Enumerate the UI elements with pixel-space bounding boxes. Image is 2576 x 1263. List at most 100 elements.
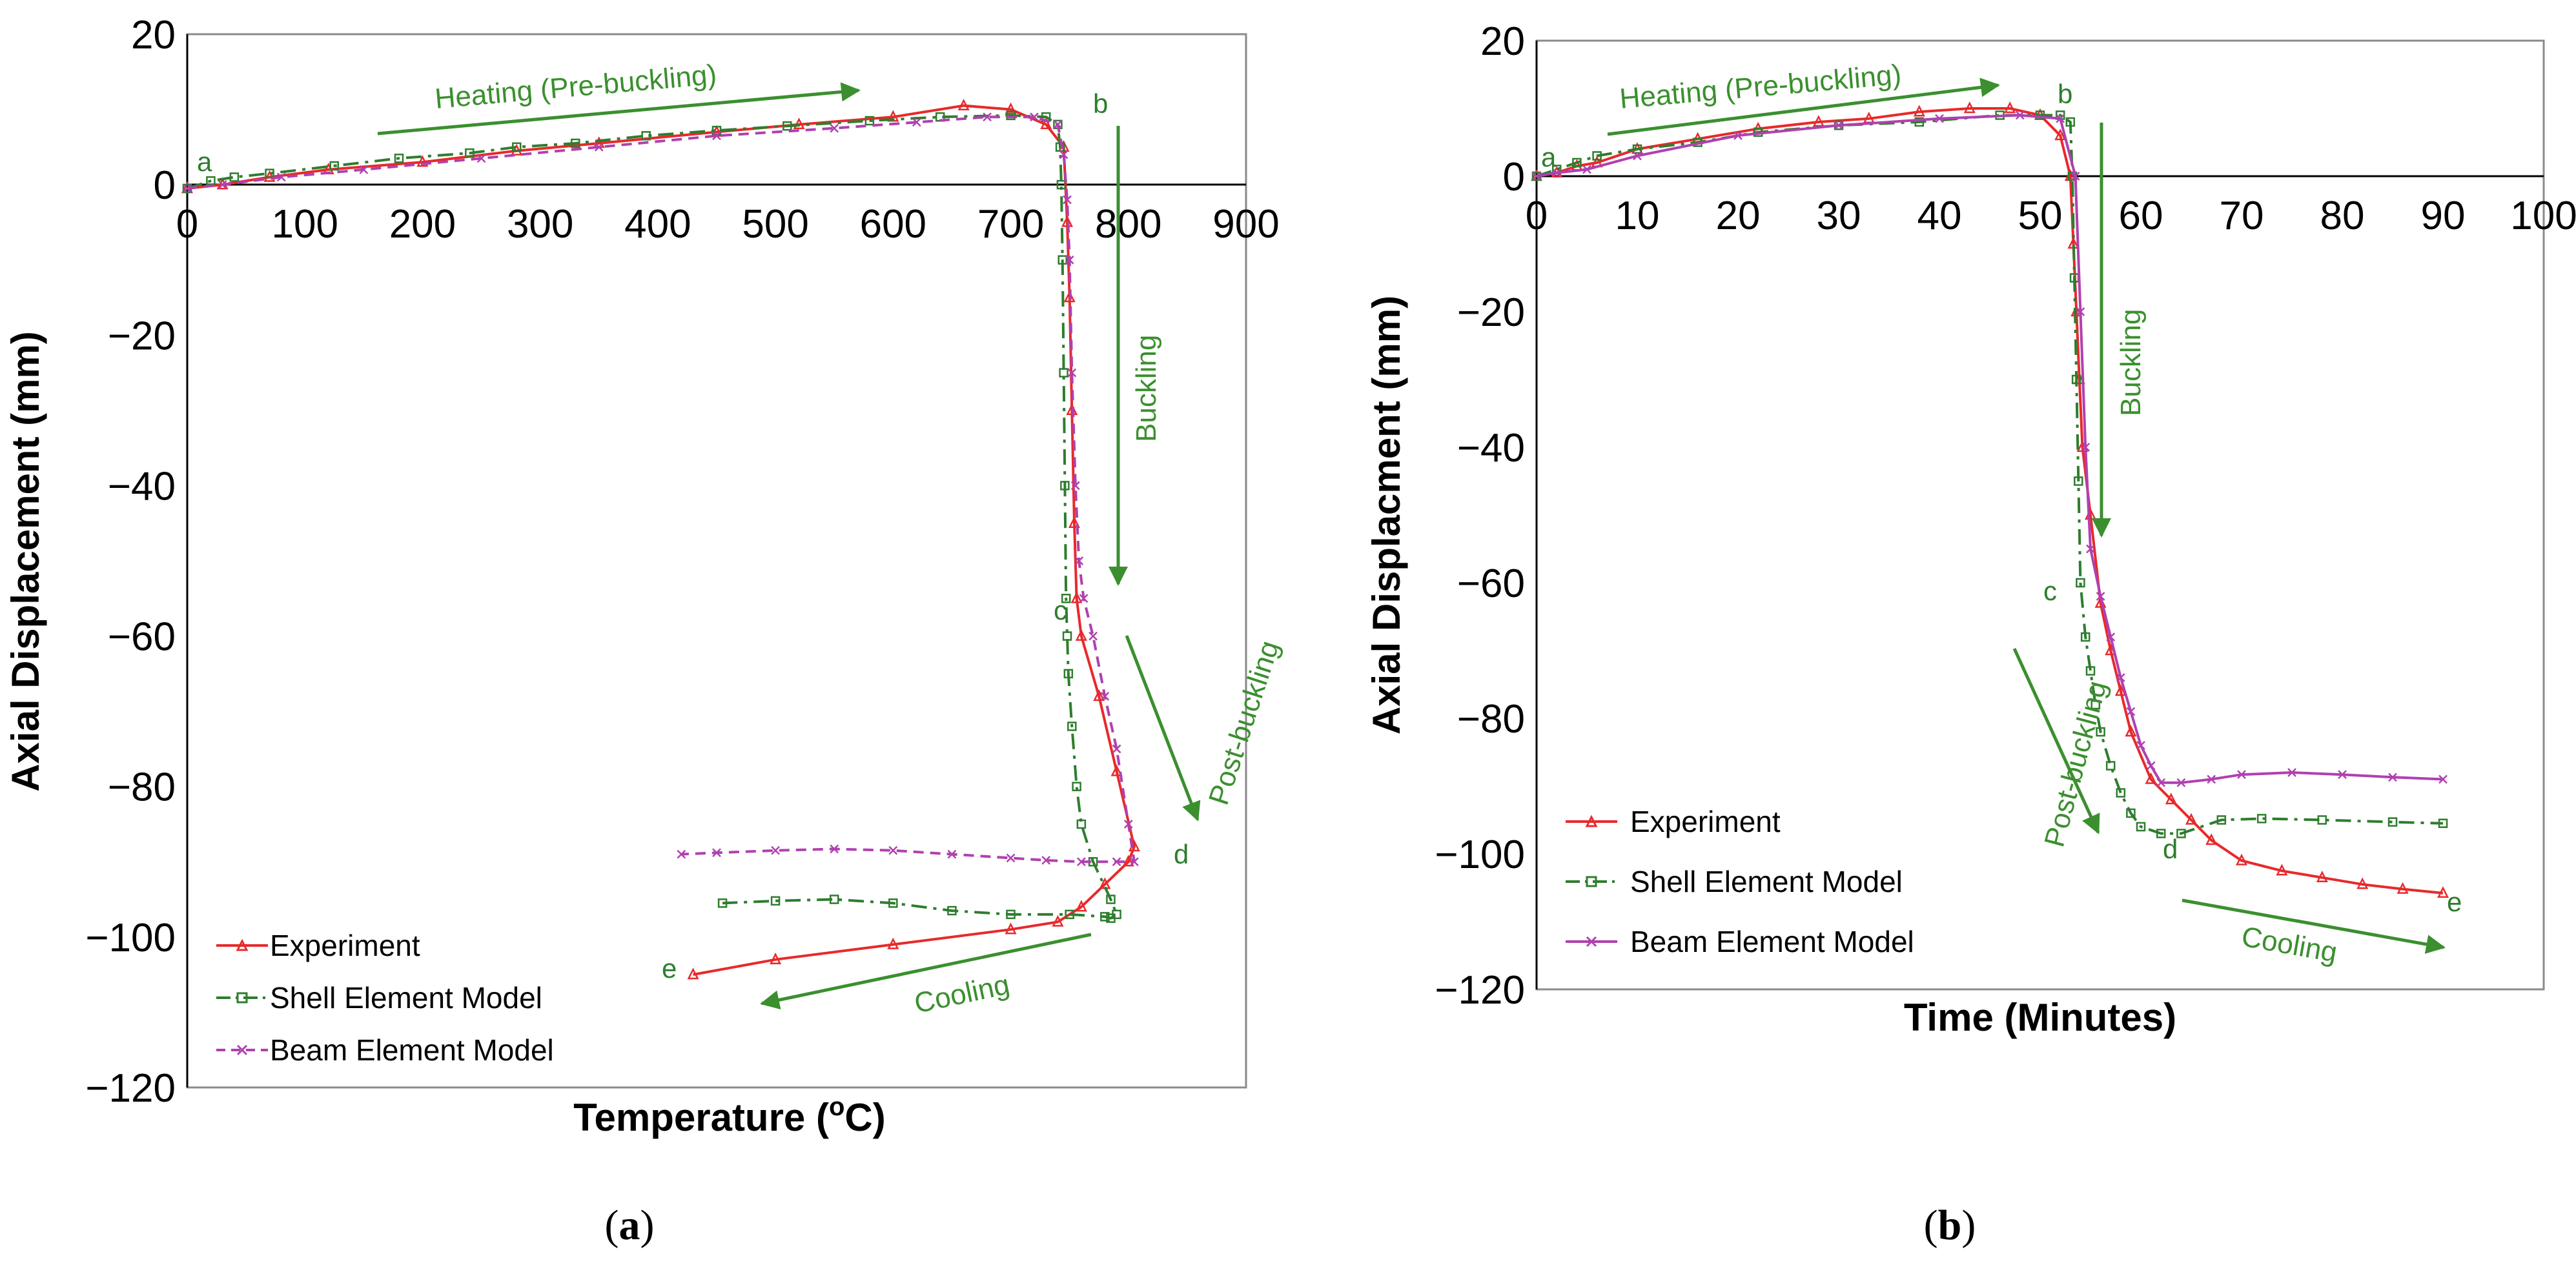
legend-item-shell-a: Shell Element Model — [216, 981, 542, 1015]
data-point-beam-element-model-a — [218, 180, 227, 190]
data-point-shell-element-model-a — [1060, 481, 1070, 490]
data-point-beam-element-model-a — [183, 184, 192, 193]
data-point-shell-element-model-b — [2387, 817, 2398, 827]
data-point-shell-element-model-a — [641, 131, 651, 141]
data-point-experiment-b — [2125, 725, 2137, 737]
point-d-a: d — [1174, 839, 1189, 869]
x-tick-label-a: 300 — [507, 202, 573, 247]
legend-a: Experiment Shell Element Model Beam Elem… — [216, 929, 554, 1067]
data-point-shell-element-model-a — [1100, 912, 1110, 922]
data-point-shell-element-model-b — [1914, 117, 1925, 127]
panel-label-a: (a) — [605, 1202, 655, 1249]
y-tick-label-b: −100 — [1435, 833, 1525, 877]
data-point-beam-element-model-a — [476, 154, 486, 163]
data-point-shell-element-model-a — [1076, 819, 1087, 829]
data-point-shell-element-model-b — [1592, 151, 1602, 161]
data-point-beam-element-model-a — [712, 131, 721, 141]
point-a-a: a — [197, 147, 212, 177]
x-tick-label-a: 0 — [176, 202, 198, 247]
point-e-a: e — [662, 953, 677, 984]
data-point-beam-element-model-a — [677, 849, 686, 859]
data-point-beam-element-model-a — [1112, 744, 1121, 754]
y-tick-label-b: 20 — [1480, 19, 1525, 64]
y-tick-label-a: 20 — [131, 13, 176, 57]
data-point-beam-element-model-b — [2086, 544, 2095, 554]
series-line-experiment-b — [1536, 107, 2444, 894]
x-tick-label-a: 700 — [977, 202, 1044, 247]
y-tick-label-b: −80 — [1457, 697, 1525, 742]
x-tick-label-a: 600 — [860, 202, 926, 247]
data-point-experiment-b — [2145, 772, 2157, 784]
data-point-shell-element-model-a — [265, 168, 274, 178]
x-tick-label-b: 40 — [1917, 194, 1962, 238]
data-point-shell-element-model-a — [1072, 782, 1081, 791]
legend-label-beam-a: Beam Element Model — [270, 1033, 554, 1067]
data-point-shell-element-model-b — [2035, 110, 2045, 120]
legend-label-experiment-b: Experiment — [1630, 805, 1781, 838]
data-point-shell-element-model-a — [711, 125, 722, 136]
data-point-beam-element-model-b — [2438, 774, 2448, 784]
data-point-shell-element-model-b — [1572, 157, 1582, 168]
data-point-shell-element-model-a — [1061, 594, 1071, 603]
data-point-shell-element-model-a — [1106, 913, 1116, 923]
y-tick-label-a: −20 — [108, 314, 176, 358]
plot-area-b — [1535, 39, 2545, 991]
data-point-experiment-b — [2185, 813, 2198, 825]
data-point-beam-element-model-a — [1100, 691, 1110, 701]
data-point-beam-element-model-b — [2237, 770, 2246, 780]
data-point-beam-element-model-a — [1053, 120, 1063, 129]
x-tick-label-b: 50 — [2018, 194, 2063, 238]
data-point-shell-element-model-b — [2090, 700, 2101, 710]
heating-label-b: Heating (Pre-buckling) — [1619, 59, 1903, 115]
data-point-experiment-b — [2276, 864, 2288, 876]
x-tick-label-a: 800 — [1095, 202, 1161, 247]
x-tick-label-b: 30 — [1817, 194, 1861, 238]
data-point-shell-element-model-a — [782, 121, 792, 131]
data-point-shell-element-model-a — [1056, 179, 1067, 190]
point-c-b: c — [2043, 576, 2057, 606]
data-point-experiment-a — [416, 155, 429, 167]
data-point-shell-element-model-b — [2176, 829, 2186, 838]
data-point-shell-element-model-b — [2116, 788, 2126, 798]
data-point-shell-element-model-a — [1059, 368, 1068, 378]
data-point-experiment-b — [2114, 684, 2127, 696]
data-point-shell-element-model-b — [2256, 814, 2267, 823]
data-point-beam-element-model-b — [2081, 443, 2090, 452]
data-point-beam-element-model-a — [1030, 112, 1039, 122]
post-buckling-arrow-b — [2012, 647, 2100, 834]
data-point-experiment-a — [887, 110, 899, 122]
data-point-beam-element-model-a — [1067, 368, 1077, 378]
data-point-shell-element-model-a — [229, 172, 240, 182]
x-tick-label-a: 500 — [742, 202, 808, 247]
data-point-shell-element-model-b — [2065, 117, 2076, 127]
point-c-a: c — [1054, 595, 1067, 625]
point-a-b: a — [1541, 142, 1557, 172]
post-buckling-label-a: Post-buckling — [1203, 637, 1285, 809]
series-line-beam-element-model-b — [1536, 114, 2444, 784]
x-tick-label-b: 70 — [2220, 194, 2264, 238]
legend-item-beam-a: Beam Element Model — [216, 1033, 554, 1067]
data-point-beam-element-model-b — [2056, 114, 2065, 123]
data-point-shell-element-model-a — [829, 894, 839, 904]
data-point-beam-element-model-a — [1089, 631, 1098, 641]
data-point-experiment-b — [2437, 886, 2449, 898]
data-point-beam-element-model-b — [1935, 114, 1944, 123]
data-point-beam-element-model-a — [1079, 594, 1089, 603]
data-point-beam-element-model-a — [830, 123, 839, 133]
data-point-experiment-b — [2165, 793, 2177, 805]
data-point-beam-element-model-b — [2126, 707, 2136, 716]
data-point-shell-element-model-a — [1058, 255, 1067, 265]
data-point-beam-element-model-b — [2176, 778, 2186, 787]
data-point-beam-element-model-b — [2096, 592, 2105, 601]
data-point-beam-element-model-a — [1130, 857, 1139, 867]
data-point-shell-element-model-b — [2105, 761, 2116, 771]
data-point-beam-element-model-a — [888, 845, 898, 855]
data-point-experiment-b — [2316, 870, 2328, 882]
data-point-beam-element-model-b — [1552, 168, 1562, 177]
data-point-shell-element-model-a — [511, 142, 522, 152]
data-point-shell-element-model-b — [2076, 578, 2085, 588]
data-point-shell-element-model-b — [2074, 476, 2083, 486]
data-point-beam-element-model-a — [983, 112, 992, 122]
y-tick-label-b: −40 — [1457, 426, 1525, 470]
data-point-beam-element-model-b — [2156, 778, 2166, 787]
